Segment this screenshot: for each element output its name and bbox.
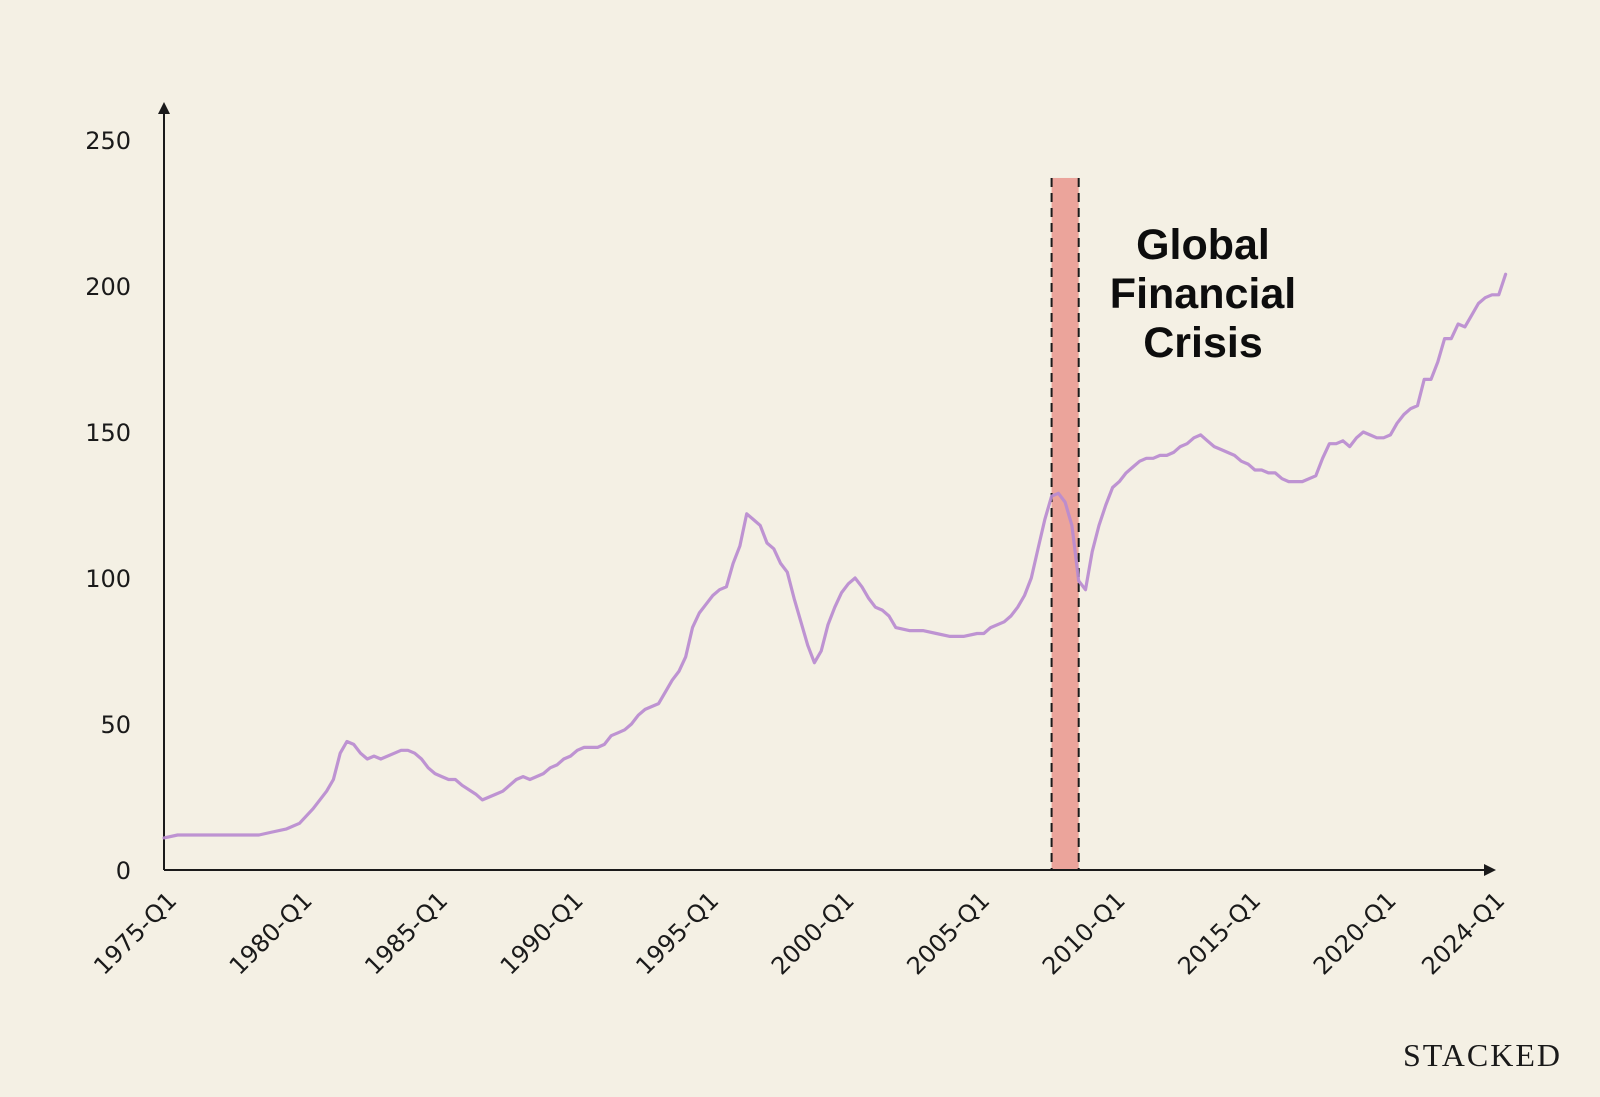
y-tick-label: 250 xyxy=(85,127,131,155)
y-axis-arrow xyxy=(158,102,170,114)
stacked-logo: STACKED xyxy=(1403,1037,1562,1073)
y-tick-label: 50 xyxy=(100,711,131,739)
annotation-line: Crisis xyxy=(1143,319,1263,367)
annotation-line: Financial xyxy=(1110,270,1296,318)
y-tick-label: 100 xyxy=(85,565,131,593)
y-tick-label: 200 xyxy=(85,273,131,301)
y-tick-labels: 0 50 100 150 200 250 xyxy=(85,127,131,885)
crisis-highlight xyxy=(1050,177,1080,870)
y-tick-label: 150 xyxy=(85,419,131,447)
y-tick-label: 0 xyxy=(116,857,131,885)
annotation-line: Global xyxy=(1136,221,1270,269)
series xyxy=(162,272,1508,840)
series-line xyxy=(162,272,1508,840)
axes xyxy=(158,102,1496,876)
x-axis-arrow xyxy=(1484,864,1496,876)
crisis-band xyxy=(1051,177,1079,870)
